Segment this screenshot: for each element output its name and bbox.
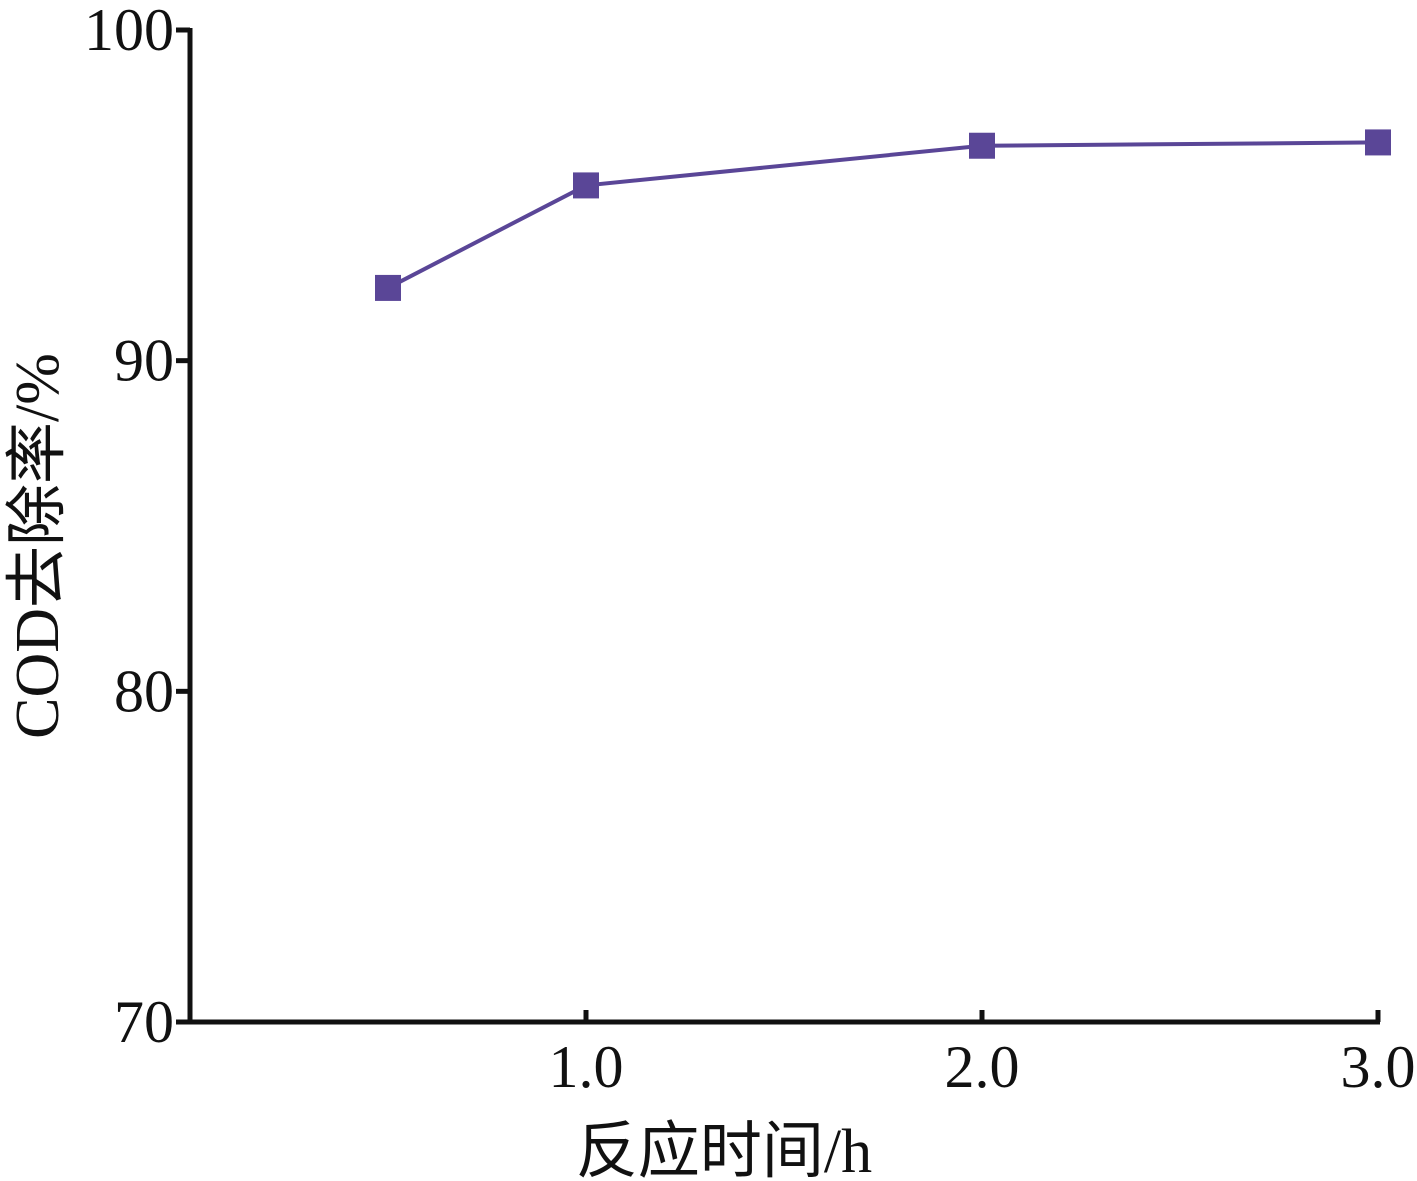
data-point-marker [573, 172, 599, 199]
x-axis-ticks: 1.0 2.0 3.0 [549, 1010, 1416, 1100]
y-axis-ticks: 70 80 90 100 [84, 0, 190, 1055]
plot-area [375, 129, 1391, 301]
y-tick-label: 70 [114, 989, 174, 1055]
series-layer [375, 129, 1391, 301]
data-point-marker [375, 274, 401, 301]
x-tick-label: 3.0 [1341, 1034, 1416, 1100]
series-line [387, 140, 1379, 290]
x-tick-label: 2.0 [945, 1034, 1020, 1100]
data-point-marker [969, 132, 995, 159]
y-tick-label: 90 [114, 328, 174, 394]
x-tick-label: 1.0 [549, 1034, 624, 1100]
x-axis-title: 反应时间/h [576, 1118, 872, 1181]
data-point-marker [1365, 129, 1391, 156]
y-tick-label: 80 [114, 658, 174, 724]
y-axis-title: COD去除率/% [4, 353, 72, 739]
y-tick-label: 100 [84, 0, 174, 63]
